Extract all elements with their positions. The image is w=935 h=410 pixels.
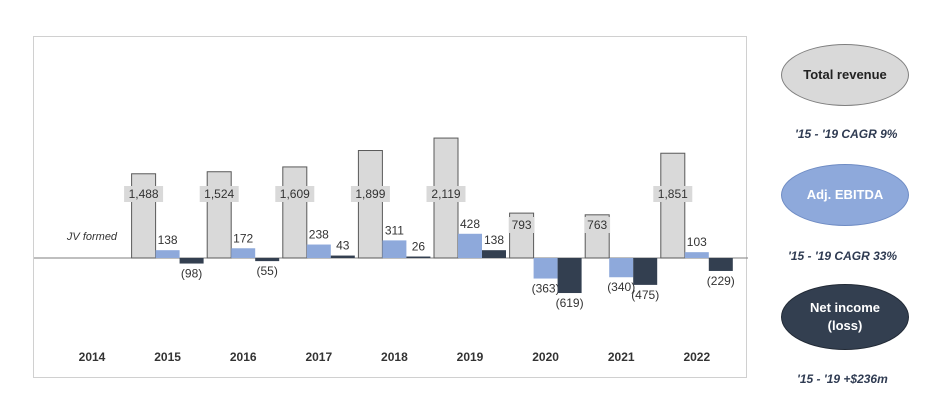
bar-net-income-loss--2016 [255,258,280,262]
data-label-revenue-2018: 1,899 [355,187,385,201]
legend-note-adj-ebitda: '15 - '19 CAGR 33% [788,249,898,263]
data-label-revenue-2019: 2,119 [431,187,460,201]
x-tick-label-2019: 2019 [457,350,484,364]
data-label-net-income-2020: (619) [556,296,584,310]
bar-adj-ebitda-2019 [458,233,482,258]
bar-total-revenue-2016 [206,171,232,259]
data-label-ebitda-2018: 311 [385,223,404,237]
label-bg-revenue-2021 [584,217,611,233]
label-bg-revenue-2018 [350,186,390,202]
legend-oval-adj-ebitda: Adj. EBITDA [781,164,909,226]
label-bg-revenue-2015 [124,186,164,202]
data-label-net-income-2017: 43 [336,239,350,253]
legend-label-net-income: Net income (loss) [809,300,881,333]
annotation-jv-formed: JV formed [66,231,118,243]
data-label-revenue-2021: 763 [587,218,607,232]
legend-label-total-revenue: Total revenue [803,67,887,83]
data-label-revenue-2020: 793 [512,218,532,232]
label-bg-revenue-2020 [508,217,535,233]
label-bg-revenue-2017 [275,186,315,202]
bar-total-revenue-2017 [282,166,308,259]
bar-adj-ebitda-2018 [382,240,407,258]
chart-frame: 2014 2015 1,488 138 (98) 2016 1,524 172 (55) 2017… [33,36,748,378]
bar-net-income-loss--2015 [179,258,204,264]
data-label-ebitda-2016: 172 [233,231,253,245]
bar-adj-ebitda-2020 [533,258,558,279]
data-label-net-income-2022: (229) [707,274,735,288]
x-tick-label-2021: 2021 [608,350,635,364]
x-tick-label-2020: 2020 [532,350,559,364]
bar-adj-ebitda-2017 [306,244,331,258]
bar-adj-ebitda-2016 [231,248,256,258]
x-tick-label-2015: 2015 [154,350,181,364]
bar-adj-ebitda-2021 [609,258,634,278]
x-tick-label-2014: 2014 [79,350,106,364]
bar-net-income-loss--2022 [708,258,733,271]
data-label-net-income-2015: (98) [181,267,202,281]
bar-net-income-loss--2020 [557,258,582,294]
data-label-ebitda-2019: 428 [460,217,480,231]
legend-note-total-revenue: '15 - '19 CAGR 9% [795,127,898,141]
data-label-revenue-2022: 1,851 [658,187,688,201]
data-label-net-income-2019: 138 [484,233,504,247]
x-tick-label-2022: 2022 [683,350,710,364]
data-label-ebitda-2020: (363) [532,282,560,296]
bar-adj-ebitda-2015 [155,250,180,258]
data-label-net-income-2021: (475) [631,288,659,302]
bar-net-income-loss--2017 [330,255,355,258]
data-label-ebitda-2017: 238 [309,228,329,242]
bar-net-income-loss--2018 [406,256,431,258]
x-tick-label-2017: 2017 [305,350,332,364]
label-bg-revenue-2022 [653,186,693,202]
bar-total-revenue-2018 [357,150,383,259]
data-label-net-income-2016: (55) [257,264,278,278]
data-label-ebitda-2021: (340) [607,280,635,294]
bar-net-income-loss--2019 [482,250,506,258]
data-label-net-income-2018: 26 [412,240,426,254]
data-label-ebitda-2015: 138 [158,233,178,247]
legend-label-adj-ebitda: Adj. EBITDA [806,187,884,203]
data-label-revenue-2016: 1,524 [204,187,234,201]
data-label-revenue-2015: 1,488 [129,187,159,201]
bar-adj-ebitda-2022 [684,252,709,258]
chart-svg: 2014 2015 1,488 138 (98) 2016 1,524 172 (55) 2017… [34,137,748,364]
data-label-ebitda-2022: 103 [687,235,707,249]
bar-total-revenue-2022 [660,152,686,259]
data-label-revenue-2017: 1,609 [280,187,310,201]
legend-oval-total-revenue: Total revenue [781,44,909,106]
label-bg-revenue-2019 [426,186,466,202]
label-bg-revenue-2016 [199,186,239,202]
bar-net-income-loss--2021 [633,258,658,285]
legend-note-net-income: '15 - '19 +$236m [797,372,888,386]
x-tick-label-2018: 2018 [381,350,408,364]
x-tick-label-2016: 2016 [230,350,257,364]
legend-oval-net-income: Net income (loss) [781,284,909,350]
